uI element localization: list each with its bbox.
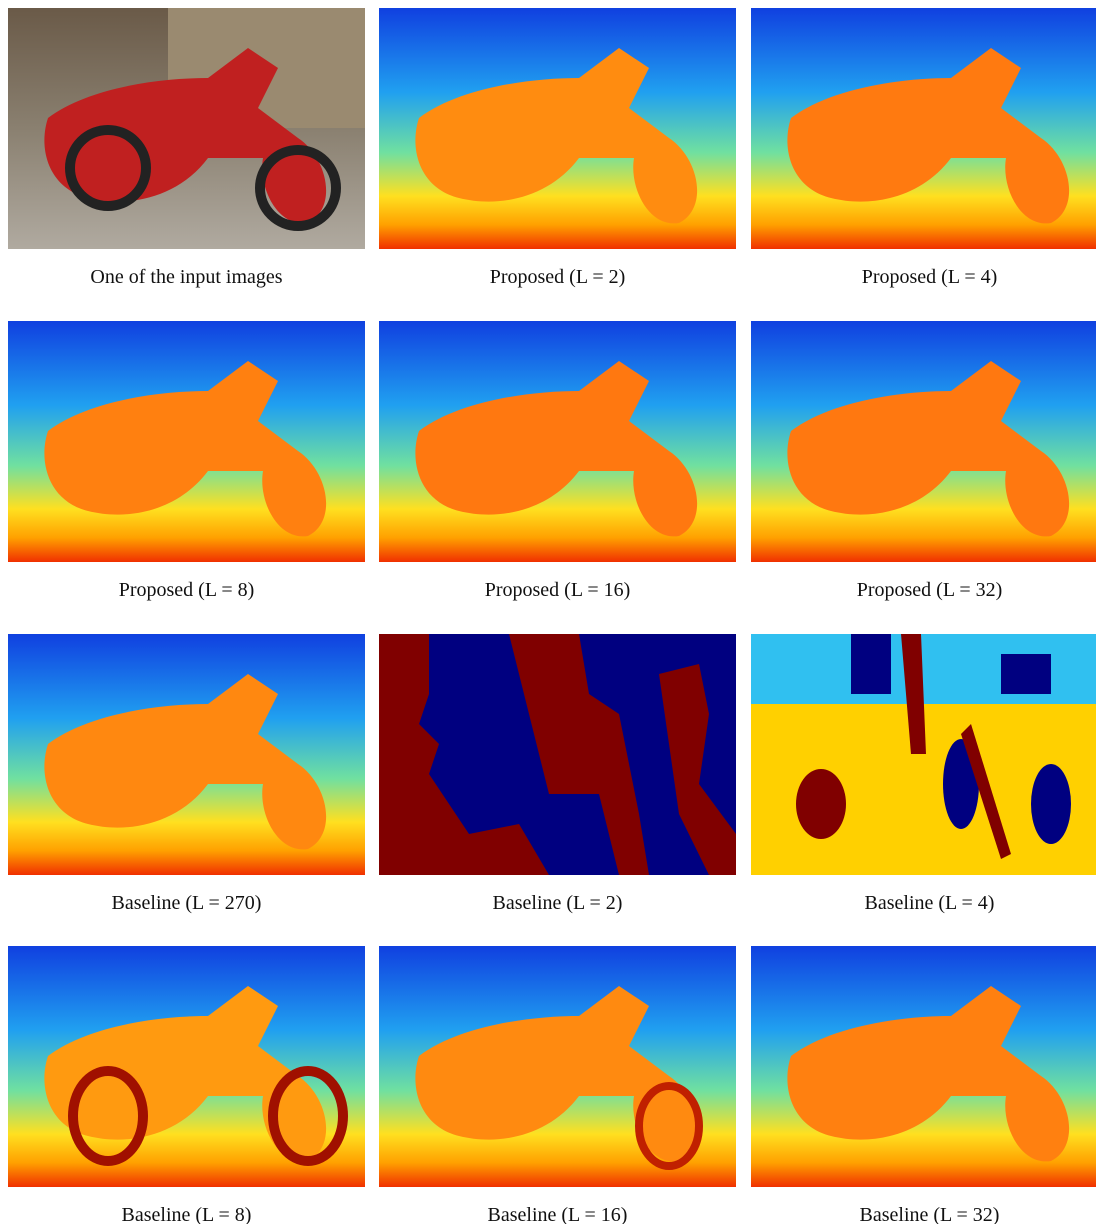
caption: Proposed (L = 16)	[379, 579, 736, 602]
panel: Baseline (L = 2)	[379, 634, 736, 924]
depth-map	[751, 634, 1096, 875]
depth-map	[8, 946, 365, 1187]
caption: Baseline (L = 270)	[8, 892, 365, 915]
caption: Proposed (L = 8)	[8, 579, 365, 602]
caption: Baseline (L = 8)	[8, 1204, 365, 1224]
panel: Proposed (L = 32)	[751, 321, 1096, 611]
depth-map	[751, 946, 1096, 1187]
depth-map	[379, 8, 736, 249]
panel: Proposed (L = 8)	[8, 321, 365, 611]
panel: Baseline (L = 16)	[379, 946, 736, 1224]
depth-map	[8, 321, 365, 562]
caption: One of the input images	[8, 266, 365, 289]
panel: Baseline (L = 32)	[751, 946, 1096, 1224]
panel: Baseline (L = 8)	[8, 946, 365, 1224]
depth-map	[751, 8, 1096, 249]
depth-map	[8, 634, 365, 875]
caption: Proposed (L = 2)	[379, 266, 736, 289]
panel: Baseline (L = 4)	[751, 634, 1096, 924]
caption: Baseline (L = 4)	[751, 892, 1096, 915]
figure: One of the input images Proposed (L = 2)…	[0, 0, 1096, 1224]
depth-map	[379, 946, 736, 1187]
caption: Baseline (L = 2)	[379, 892, 736, 915]
depth-map	[379, 321, 736, 562]
depth-map	[379, 634, 736, 875]
input-photo	[8, 8, 365, 249]
panel: Proposed (L = 2)	[379, 8, 736, 298]
caption: Proposed (L = 32)	[751, 579, 1096, 602]
panel: Proposed (L = 16)	[379, 321, 736, 611]
panel: One of the input images	[8, 8, 365, 298]
caption: Proposed (L = 4)	[751, 266, 1096, 289]
caption: Baseline (L = 16)	[379, 1204, 736, 1224]
depth-map	[751, 321, 1096, 562]
panel: Baseline (L = 270)	[8, 634, 365, 924]
caption: Baseline (L = 32)	[751, 1204, 1096, 1224]
panel: Proposed (L = 4)	[751, 8, 1096, 298]
